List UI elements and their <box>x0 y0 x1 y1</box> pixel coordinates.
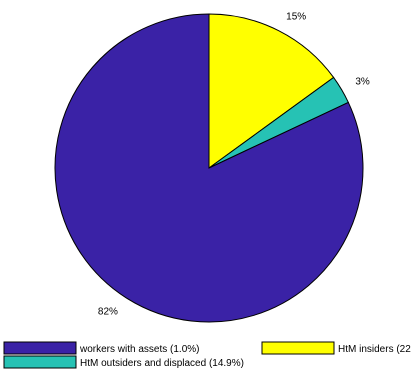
pie-slice-1 <box>208 13 335 169</box>
slice-label-0: 82% <box>98 307 118 318</box>
legend-swatch-0 <box>3 341 77 355</box>
pie-slice-0 <box>54 13 364 323</box>
legend-swatch-1 <box>261 341 335 355</box>
legend: workers with assets (1.0%) HtM insiders (… <box>3 341 411 369</box>
slice-label-1: 15% <box>286 12 306 23</box>
legend-label-2: HtM outsiders and displaced (14.9%) <box>80 358 244 369</box>
pie-slice-labels: 15% 3% 82% <box>98 12 370 318</box>
slice-label-2: 3% <box>355 76 370 87</box>
legend-label-1: HtM insiders (22.0%) <box>338 344 411 355</box>
legend-swatch-2 <box>3 355 77 369</box>
legend-label-0: workers with assets (1.0%) <box>79 344 199 355</box>
pie-slices <box>54 13 364 323</box>
